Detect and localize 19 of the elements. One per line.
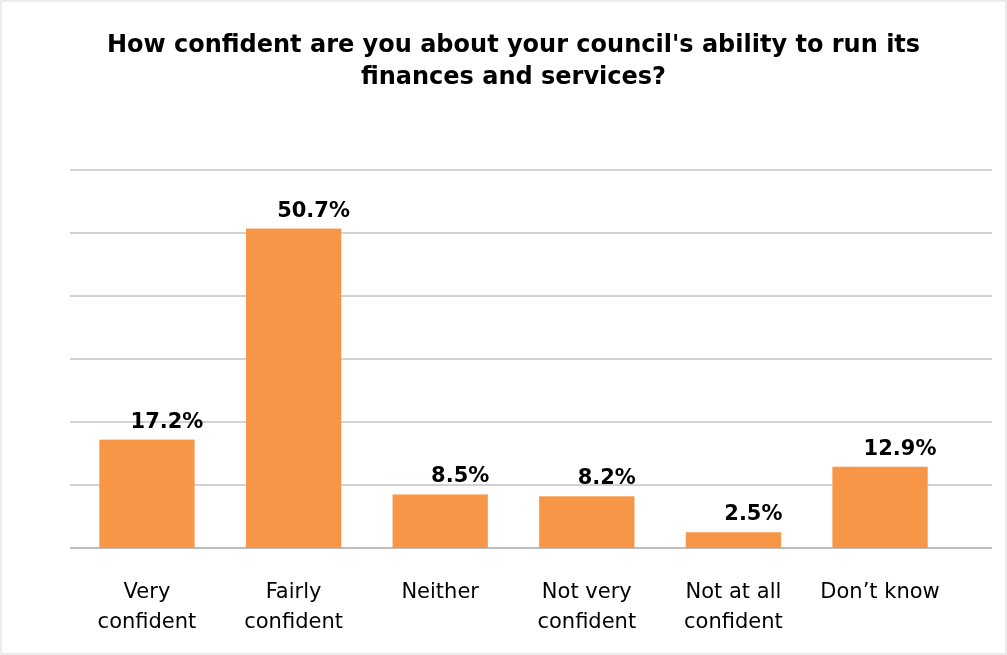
data-label: 17.2%	[130, 408, 204, 433]
bar	[392, 494, 488, 548]
data-label: 50.7%	[277, 197, 351, 222]
x-tick-label: Neither	[401, 579, 480, 603]
bar	[685, 532, 782, 548]
x-tick-label: Very confident	[97, 579, 197, 633]
data-label: 2.5%	[724, 501, 783, 526]
x-tick-label: Not very confident	[537, 579, 637, 633]
bar	[245, 228, 342, 548]
x-tick-label: Not at all confident	[684, 579, 783, 633]
bar	[832, 466, 928, 548]
data-label: 12.9%	[863, 435, 937, 460]
x-tick-label: Fairly confident	[244, 579, 343, 633]
chart-title: How confident are you about your council's ability to run its finances and services?	[106, 30, 921, 90]
data-label: 8.5%	[431, 463, 490, 488]
bar	[539, 496, 635, 548]
data-label: 8.2%	[577, 465, 636, 490]
bar	[99, 439, 195, 548]
x-tick-label: Don’t know	[820, 579, 940, 603]
